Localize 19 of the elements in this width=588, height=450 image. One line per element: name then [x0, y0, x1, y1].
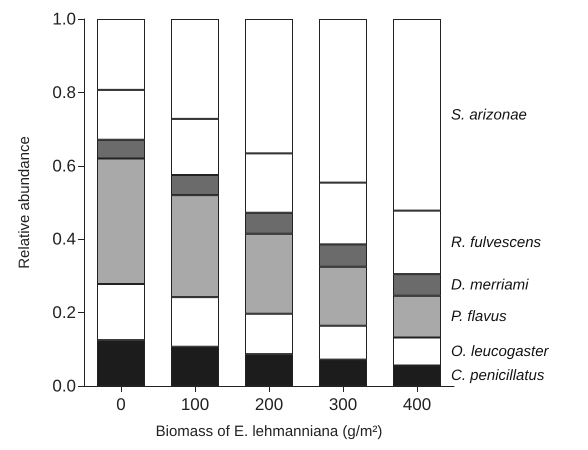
x-tick-label: 300 — [328, 395, 358, 414]
series-label: D. merriami — [451, 276, 530, 294]
y-tick-label: 0.0 — [52, 376, 76, 396]
x-tick-label: 0 — [116, 395, 126, 414]
series-label: R. fulvescens — [451, 234, 542, 251]
series-label: P. flavus — [451, 308, 508, 326]
x-tick-label: 200 — [254, 395, 284, 414]
y-axis-title: Relative abundance — [16, 136, 33, 269]
series-label: O. leucogaster — [451, 343, 550, 360]
x-tick-label: 100 — [180, 395, 210, 414]
x-tick-label: 400 — [402, 395, 432, 414]
series-label: S. arizonae — [451, 106, 527, 124]
y-tick-label: 1.0 — [52, 10, 76, 28]
y-tick-label: 0.8 — [52, 82, 76, 102]
series-label: C. penicillatus — [451, 367, 545, 384]
y-tick-label: 0.4 — [52, 230, 76, 249]
y-tick-label: 0.2 — [52, 303, 76, 322]
y-tick-label: 0.6 — [52, 156, 76, 176]
x-axis-title: Biomass of E. lehmanniana (g/m²) — [156, 423, 382, 440]
